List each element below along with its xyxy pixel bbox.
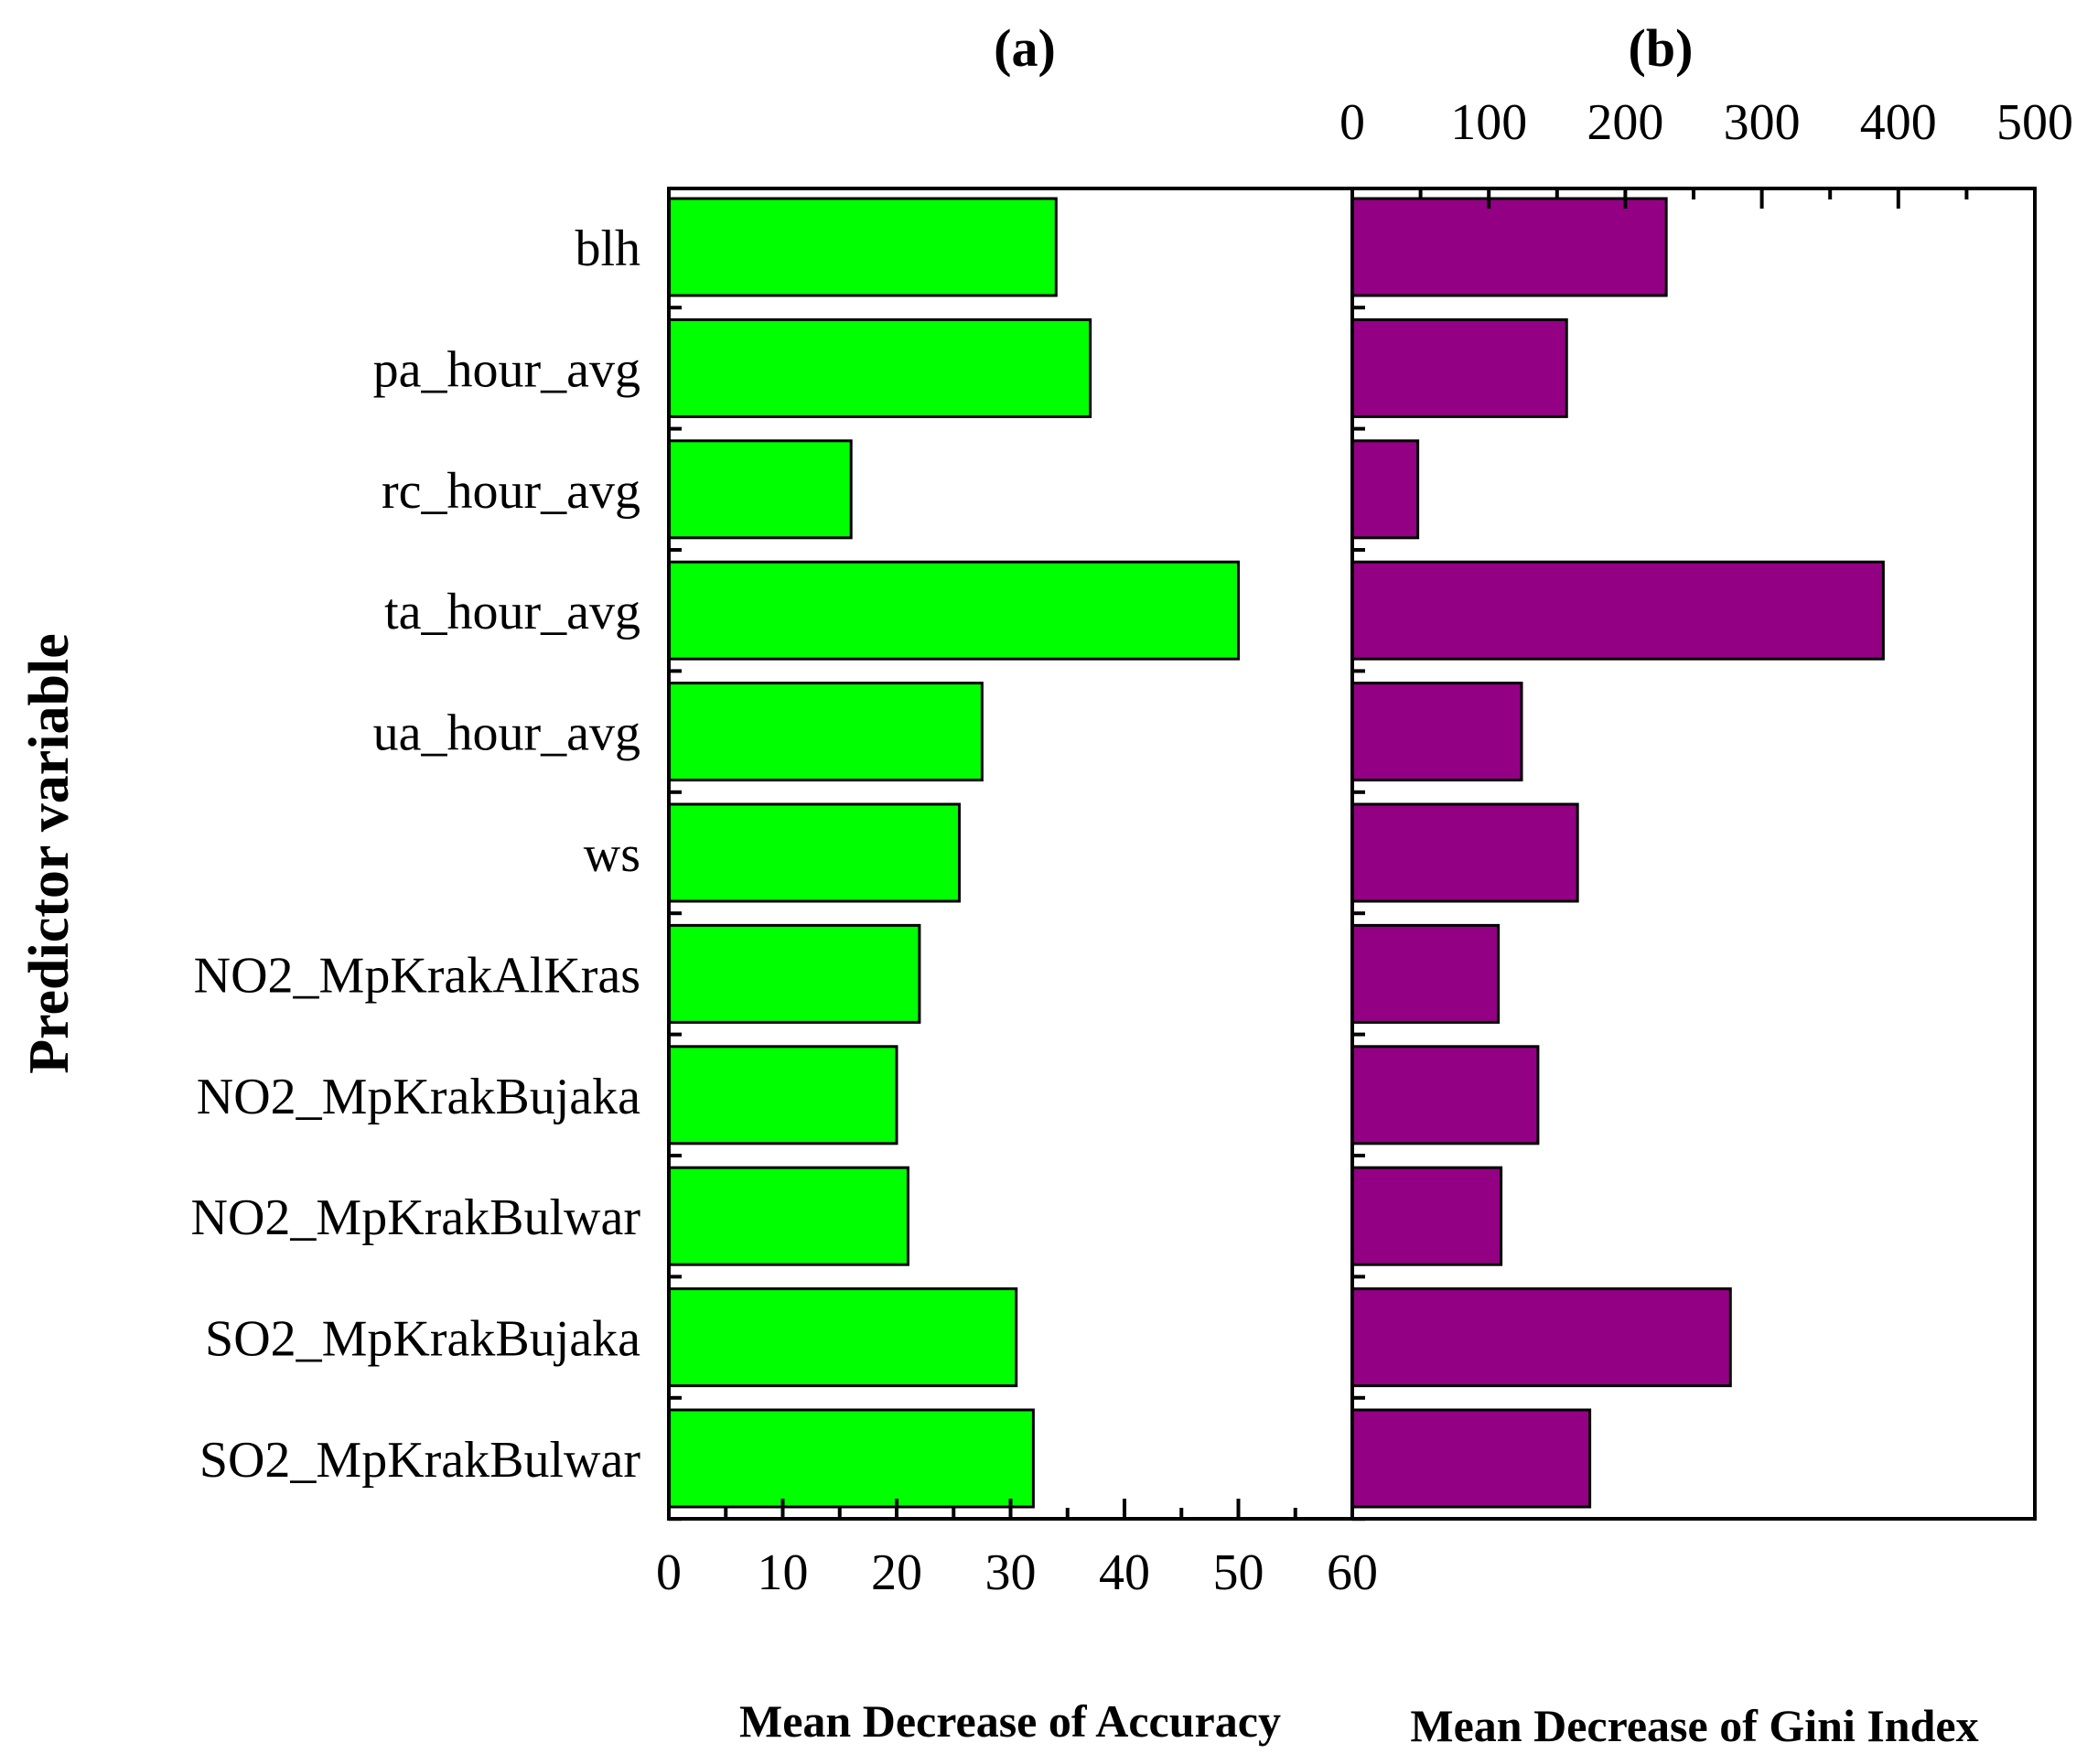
category-label: NO2_MpKrakAlKras bbox=[194, 947, 640, 1004]
tick-label-a: 10 bbox=[758, 1544, 809, 1601]
category-label: ta_hour_avg bbox=[384, 584, 640, 640]
bar-a-NO2_MpKrakBujaka bbox=[667, 1045, 898, 1146]
bar-a-ua_hour_avg bbox=[667, 682, 984, 782]
tick-label-a: 20 bbox=[871, 1544, 922, 1601]
tick-label-b: 0 bbox=[1339, 94, 1365, 151]
bar-b-NO2_MpKrakBulwar bbox=[1350, 1166, 1503, 1266]
bar-b-SO2_MpKrakBujaka bbox=[1350, 1287, 1732, 1388]
y-axis-title: Predictor variable bbox=[18, 633, 81, 1074]
bar-a-pa_hour_avg bbox=[667, 317, 1092, 418]
bar-a-NO2_MpKrakAlKras bbox=[667, 923, 921, 1024]
category-label: SO2_MpKrakBujaka bbox=[205, 1311, 640, 1368]
category-label: NO2_MpKrakBujaka bbox=[197, 1069, 640, 1125]
axes-layer bbox=[667, 187, 2037, 1522]
category-label: SO2_MpKrakBulwar bbox=[199, 1432, 641, 1489]
tick-label-b: 300 bbox=[1724, 94, 1801, 151]
x-axis-title-a: Mean Decrease of Accuracy bbox=[739, 1695, 1281, 1747]
bar-b-SO2_MpKrakBulwar bbox=[1350, 1408, 1592, 1509]
tick-label-a: 30 bbox=[985, 1544, 1037, 1601]
tick-label-b: 100 bbox=[1450, 94, 1527, 151]
category-label: pa_hour_avg bbox=[373, 341, 640, 398]
text-layer: blh pa_hour_avg rc_hour_avg ta_hour_avg ua_h… bbox=[18, 18, 2073, 1751]
category-label: ws bbox=[584, 826, 640, 883]
bar-b-rc_hour_avg bbox=[1350, 439, 1420, 540]
bar-b-NO2_MpKrakBujaka bbox=[1350, 1045, 1540, 1146]
tick-label-b: 200 bbox=[1587, 94, 1663, 151]
tick-label-a: 40 bbox=[1099, 1544, 1150, 1601]
bar-a-ws bbox=[667, 802, 961, 903]
bar-a-SO2_MpKrakBujaka bbox=[667, 1287, 1018, 1388]
bar-a-NO2_MpKrakBulwar bbox=[667, 1166, 909, 1266]
tick-label-b: 400 bbox=[1860, 94, 1937, 151]
bar-a-SO2_MpKrakBulwar bbox=[667, 1408, 1035, 1509]
bars-layer bbox=[667, 197, 1885, 1509]
panel-title-b: (b) bbox=[1629, 18, 1694, 78]
bar-a-ta_hour_avg bbox=[667, 560, 1240, 661]
bar-a-blh bbox=[667, 197, 1058, 297]
panel-title-a: (a) bbox=[994, 18, 1056, 78]
category-label: rc_hour_avg bbox=[382, 463, 640, 520]
bar-b-ws bbox=[1350, 802, 1579, 903]
category-label: NO2_MpKrakBulwar bbox=[191, 1189, 641, 1246]
bar-b-pa_hour_avg bbox=[1350, 317, 1568, 418]
bar-b-ua_hour_avg bbox=[1350, 682, 1523, 782]
category-label: ua_hour_avg bbox=[373, 705, 640, 762]
tick-label-a: 50 bbox=[1213, 1544, 1264, 1601]
bar-b-NO2_MpKrakAlKras bbox=[1350, 923, 1501, 1024]
category-label: blh bbox=[575, 220, 640, 277]
tick-label-a: 60 bbox=[1327, 1544, 1378, 1601]
tick-label-a: 0 bbox=[656, 1544, 682, 1601]
tick-label-b: 500 bbox=[1996, 94, 2073, 151]
x-axis-title-b: Mean Decrease of Gini Index bbox=[1410, 1700, 1978, 1751]
bar-b-ta_hour_avg bbox=[1350, 560, 1885, 661]
bar-a-rc_hour_avg bbox=[667, 439, 853, 540]
bar-b-blh bbox=[1350, 197, 1668, 297]
